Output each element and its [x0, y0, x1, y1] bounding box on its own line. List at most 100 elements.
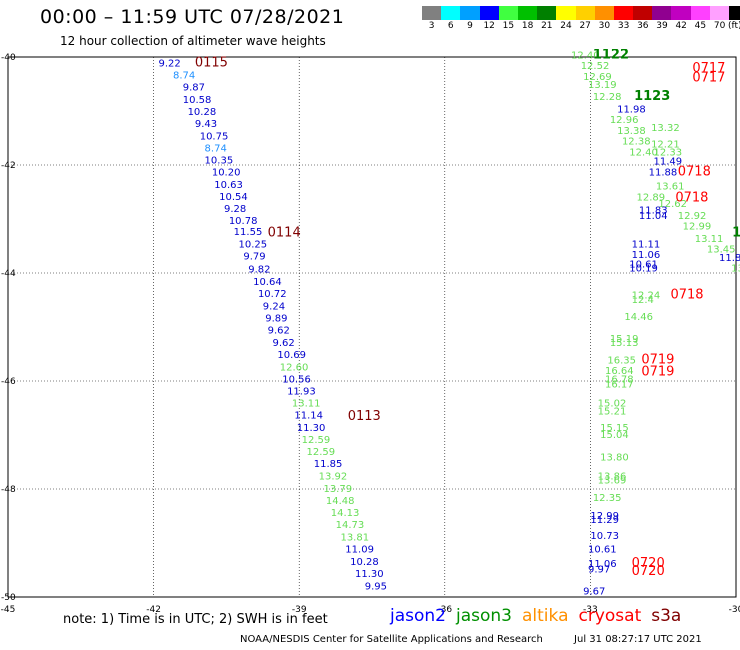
- time-tag-label: 0114: [268, 226, 301, 241]
- wave-height-label: 11.06: [632, 250, 661, 261]
- legend-label: 42: [675, 21, 687, 31]
- wave-height-label: 9.24: [263, 301, 285, 312]
- wave-height-label: 16.35: [607, 355, 636, 366]
- wave-height-label: 12.69: [583, 72, 612, 83]
- wave-height-label: 15.02: [598, 399, 627, 410]
- wave-height-label: 15.21: [598, 407, 627, 418]
- wave-height-label: 16.17: [605, 380, 634, 391]
- time-tag-label: 0719: [641, 364, 674, 379]
- legend-label: 9: [467, 21, 473, 31]
- wave-height-label: 9.89: [265, 313, 287, 324]
- wave-height-label: 11.11: [632, 239, 661, 250]
- time-tag-label: 11: [732, 226, 740, 241]
- legend-label: 33: [617, 21, 630, 31]
- y-tick-label: -42: [1, 161, 16, 171]
- wave-height-label: 9.67: [583, 587, 605, 598]
- satellite-altika: altika: [522, 606, 569, 626]
- wave-height-label: 9.62: [268, 326, 290, 337]
- wave-height-label: 10.20: [212, 167, 241, 178]
- wave-height-label: 12.28: [593, 92, 622, 103]
- time-tag-label: 0718: [670, 288, 703, 303]
- legend-label: 45: [694, 21, 707, 31]
- wave-height-label: 13.11: [292, 399, 321, 410]
- time-tag-label: 0717: [692, 71, 725, 86]
- time-tag-label: 1122: [593, 47, 629, 62]
- wave-height-label: 12.33: [653, 148, 682, 159]
- legend-label: 15: [502, 21, 515, 31]
- wave-height-label: 9.22: [158, 58, 180, 69]
- wave-height-label: 12.60: [280, 362, 309, 373]
- time-tag-label: 1123: [634, 89, 670, 104]
- x-tick-label: -42: [146, 605, 161, 615]
- wave-height-label: 12.38: [622, 137, 651, 148]
- x-tick-label: -45: [1, 605, 16, 615]
- wave-height-color-legend: [422, 6, 740, 20]
- wave-height-label: 10.73: [590, 531, 619, 542]
- legend-swatch: [613, 6, 634, 20]
- wave-height-label: 14.48: [326, 496, 355, 507]
- wave-height-label: 11.14: [294, 410, 323, 421]
- wave-height-label: 13.81: [340, 533, 369, 544]
- wave-height-label: 9.95: [365, 582, 387, 593]
- wave-height-label: 11.80: [719, 253, 740, 264]
- wave-height-label: 10.75: [200, 131, 229, 142]
- wave-height-label: 8.74: [173, 70, 195, 81]
- wave-height-label: 9.62: [273, 338, 295, 349]
- credit-line: NOAA/NESDIS Center for Satellite Applica…: [240, 634, 702, 645]
- wave-height-label: 14.46: [624, 312, 653, 323]
- legend-swatch: [729, 6, 740, 20]
- wave-height-label: 9.79: [243, 252, 265, 263]
- legend-swatch: [498, 6, 518, 20]
- legend-label: 6: [447, 21, 454, 31]
- wave-height-label: 13.92: [319, 472, 348, 483]
- wave-height-label: 11.04: [639, 211, 668, 222]
- wave-height-label: 13.11: [695, 234, 724, 245]
- satellite-jason2: jason2: [390, 606, 446, 626]
- wave-height-label: 11.88: [649, 167, 678, 178]
- wave-height-label: 10.25: [239, 239, 268, 250]
- wave-height-label: 10.58: [183, 95, 212, 106]
- legend-swatch: [479, 6, 499, 20]
- wave-height-label: 12.21: [651, 139, 680, 150]
- legend-label: 30: [598, 21, 611, 31]
- wave-height-label: 13.86: [598, 472, 627, 483]
- satellite-legend: jason2 jason3 altika cryosat s3a: [390, 606, 691, 626]
- wave-height-label: 16.78: [605, 374, 634, 385]
- wave-height-label: 10.64: [253, 277, 282, 288]
- wave-height-label: 14.13: [331, 508, 360, 519]
- wave-height-label: 12.62: [658, 199, 687, 210]
- y-tick-label: -46: [1, 377, 16, 387]
- wave-height-label: 13.32: [651, 123, 680, 134]
- time-tag-label: 0719: [641, 352, 674, 367]
- wave-height-label: 11.30: [297, 423, 326, 434]
- legend-swatch: [441, 6, 461, 20]
- satellite-jason3: jason3: [456, 606, 512, 626]
- wave-height-label: 11.06: [588, 559, 617, 570]
- wave-height-label: 9.43: [195, 119, 217, 130]
- wave-height-label: 16.64: [605, 366, 634, 377]
- wave-height-label: 8.74: [205, 144, 227, 155]
- wave-height-label: 12.40: [629, 148, 658, 159]
- wave-height-label: 11.85: [314, 459, 343, 470]
- satellite-cryosat: cryosat: [578, 606, 642, 626]
- wave-height-label: 15.19: [610, 334, 639, 345]
- wave-height-label: 12.89: [637, 192, 666, 203]
- wave-height-label: 10.56: [282, 374, 311, 385]
- legend-swatch: [575, 6, 595, 20]
- wave-height-label: 12.35: [593, 493, 622, 504]
- wave-height-label: 11.83: [639, 205, 668, 216]
- x-tick-label: -36: [437, 605, 452, 615]
- wave-height-label: 13.19: [588, 80, 617, 91]
- legend-label: 3: [428, 21, 435, 31]
- wave-height-label: 9.97: [588, 564, 610, 575]
- wave-height-label: 15.15: [600, 423, 629, 434]
- wave-height-label: 10.35: [205, 156, 234, 167]
- wave-height-label: 13.69: [598, 475, 627, 486]
- data-points: 9.228.749.8710.5810.289.4310.758.7410.35…: [158, 47, 740, 598]
- wave-height-label: 10.28: [188, 107, 217, 118]
- y-tick-label: -50: [1, 593, 16, 603]
- wave-height-label: 10.78: [229, 216, 258, 227]
- units-note: note: 1) Time is in UTC; 2) SWH is in fe…: [63, 612, 328, 627]
- time-tag-label: 0718: [678, 164, 711, 179]
